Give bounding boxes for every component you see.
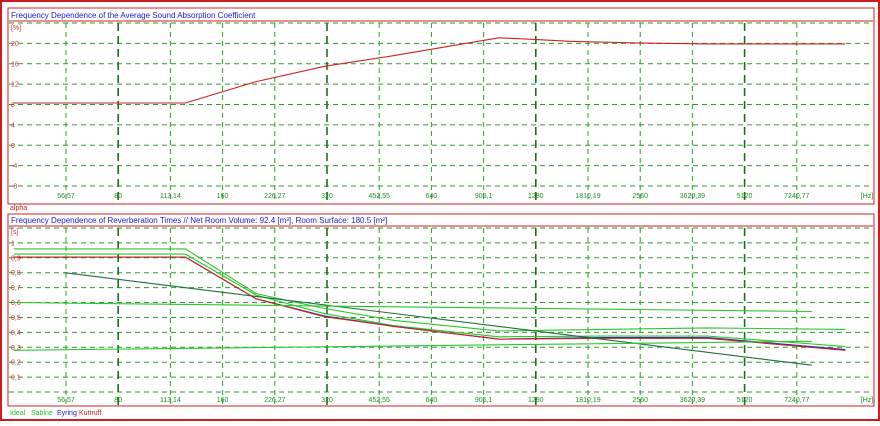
reverberation-x-tick-label: 640 (426, 397, 438, 404)
absorption-y-ticks: 20 16 12 8 4 0 -4 -8 (11, 41, 19, 191)
absorption-x-unit: [Hz] (861, 193, 874, 200)
reverberation-series-kuttruff (13, 256, 846, 351)
reverberation-series-sabine (13, 253, 846, 348)
reverberation-x-tick-label: 56,57 (57, 397, 75, 404)
reverberation-y-tick-label: 0,2 (11, 360, 21, 367)
absorption-x-tick-label: 7240,77 (784, 193, 809, 200)
reverberation-x-tick-label: 226,27 (264, 397, 286, 404)
absorption-x-tick-label: 320 (321, 193, 333, 200)
reverberation-y-tick-label: 1 (11, 240, 15, 247)
absorption-chart: Frequency Dependence of the Average Soun… (7, 7, 875, 212)
absorption-x-tick-label: 80 (114, 193, 122, 200)
reverberation-legend: Ideal Sabine Eyring Kuttruff (10, 410, 101, 417)
reverberation-x-tick-label: 113,14 (160, 397, 181, 404)
reverberation-x-tick-label: 320 (321, 397, 333, 404)
absorption-x-tick-label: 1280 (528, 193, 544, 200)
absorption-chart-frame (7, 7, 875, 205)
absorption-x-tick-label: 56,57 (57, 193, 75, 200)
absorption-chart-title: Frequency Dependence of the Average Soun… (11, 11, 256, 20)
reverberation-y-tick-label: 0,5 (11, 315, 21, 322)
reverberation-chart-title: Frequency Dependence of Reverberation Ti… (11, 216, 387, 225)
legend-eyring: Eyring (57, 410, 77, 417)
reverberation-x-tick-label: 1280 (528, 397, 544, 404)
absorption-x-tick-label: 160 (217, 193, 229, 200)
absorption-x-tick-label: 1810,19 (575, 193, 600, 200)
absorption-x-tick-label: 905,1 (475, 193, 493, 200)
reverberation-x-tick-label: 905,1 (475, 397, 493, 404)
reverberation-x-tick-label: 3620,39 (680, 397, 705, 404)
reverberation-y-tick-label: 0,6 (11, 300, 21, 307)
absorption-grid (9, 22, 873, 202)
absorption-x-ticks: 56,57 80 113,14 160 226,27 320 452,55 640 905,1 1… (57, 193, 809, 200)
absorption-y-tick-label: 16 (11, 61, 19, 68)
legend-kuttruff: Kuttruff (79, 410, 101, 417)
reverberation-x-unit: [Hz] (861, 397, 874, 404)
reverberation-chart: Frequency Dependence of Reverberation Ti… (7, 213, 875, 417)
reverberation-series-trend-5 (13, 340, 812, 351)
absorption-x-tick-label: 2560 (632, 193, 648, 200)
absorption-y-tick-label: 20 (11, 41, 19, 48)
reverberation-y-ticks: 1 0,9 0,8 0,7 0,6 0,5 0,4 0,3 0,2 0,1 (11, 240, 21, 381)
reverberation-x-tick-label: 1810,19 (575, 397, 600, 404)
reverberation-x-tick-label: 160 (217, 397, 229, 404)
reverberation-series-ideal (13, 248, 846, 332)
absorption-y-tick-label: 0 (11, 143, 15, 150)
absorption-y-tick-label: 4 (11, 122, 15, 129)
legend-alpha: alpha (10, 205, 27, 212)
absorption-x-tick-label: 640 (426, 193, 438, 200)
absorption-y-tick-label: 8 (11, 102, 15, 109)
absorption-x-tick-label: 452,55 (368, 193, 390, 200)
absorption-x-tick-label: 5120 (737, 193, 753, 200)
reverberation-grid (9, 227, 873, 406)
reverberation-x-tick-label: 7240,77 (784, 397, 809, 404)
absorption-series-alpha (13, 37, 846, 104)
legend-ideal: Ideal (10, 410, 26, 417)
absorption-y-tick-label: 12 (11, 82, 19, 89)
reverberation-x-tick-label: 5120 (737, 397, 753, 404)
reverberation-y-tick-label: 0,9 (11, 255, 21, 262)
absorption-x-tick-label: 3620,39 (680, 193, 705, 200)
reverberation-chart-frame (7, 213, 875, 407)
reverberation-y-tick-label: 0,1 (11, 375, 21, 382)
absorption-x-tick-label: 113,14 (160, 193, 181, 200)
absorption-y-tick-label: -4 (11, 163, 17, 170)
reverberation-series-trend-4 (64, 272, 812, 366)
absorption-x-tick-label: 226,27 (264, 193, 286, 200)
legend-sabine: Sabine (31, 410, 53, 417)
reverberation-series-trend-6 (13, 301, 812, 313)
reverberation-y-tick-label: 0,4 (11, 330, 21, 337)
reverberation-y-tick-label: 0,8 (11, 270, 21, 277)
absorption-y-unit: [%] (11, 25, 21, 32)
reverberation-x-ticks: 56,57 80 113,14 160 226,27 320 452,55 640 905,1 1… (57, 397, 809, 404)
reverberation-y-tick-label: 0,7 (11, 285, 21, 292)
reverberation-x-tick-label: 452,55 (368, 397, 390, 404)
reverberation-series (13, 248, 846, 366)
reverberation-y-unit: [s] (11, 229, 18, 236)
reverberation-x-tick-label: 80 (114, 397, 122, 404)
absorption-y-tick-label: -8 (11, 184, 17, 191)
reverberation-x-tick-label: 2560 (632, 397, 648, 404)
absorption-series (13, 37, 846, 104)
reverberation-y-tick-label: 0,3 (11, 345, 21, 352)
